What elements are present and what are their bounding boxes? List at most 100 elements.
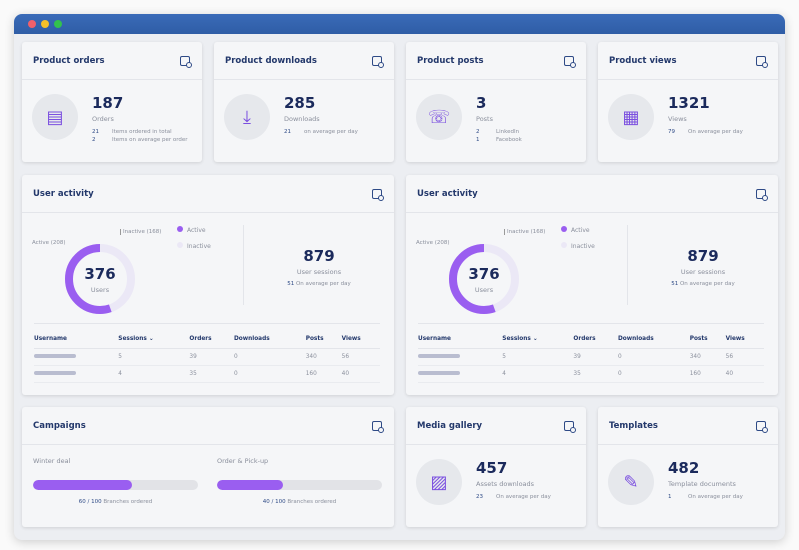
campaign-item: Winter deal 60 / 100 Branches ordered	[33, 457, 198, 505]
calendar-search-icon[interactable]	[372, 188, 384, 201]
card-title: Templates	[609, 420, 658, 431]
table-cell: 0	[617, 365, 690, 383]
detail-text: Items on average per order	[112, 137, 188, 143]
divider	[627, 225, 628, 305]
table-cell: 5	[502, 348, 574, 366]
username-redacted	[34, 353, 76, 358]
column-header[interactable]: Sessions ⌄	[502, 330, 574, 349]
active-arc[interactable]	[449, 244, 519, 314]
column-header[interactable]: Downloads	[233, 330, 306, 349]
sessions-label: User sessions	[296, 268, 342, 276]
legend-active[interactable]: Active	[561, 223, 595, 239]
calendar-search-icon[interactable]	[180, 55, 192, 68]
card-orders: Product orders ▤ 187 Orders 21 Items ordered …	[22, 42, 202, 162]
card-title: Product downloads	[225, 55, 317, 66]
table-cell: 340	[689, 348, 726, 366]
column-header[interactable]: Username	[418, 330, 503, 349]
card-campaigns: Campaigns Winter deal 60 / 100 Branches …	[22, 407, 394, 527]
calendar-search-icon[interactable]	[564, 55, 576, 68]
detail-row: 2 Items on average per order	[92, 136, 188, 144]
download-icon: ⤓	[224, 94, 270, 140]
legend-inactive[interactable]: Inactive	[177, 239, 211, 255]
calendar-search-icon[interactable]	[564, 420, 576, 433]
detail-count: 21	[92, 129, 99, 135]
legend-active[interactable]: Active	[177, 223, 211, 239]
user-activity-table: Username Sessions ⌄ Orders Downloads Posts Vi…	[34, 330, 380, 383]
column-header[interactable]: Orders	[189, 330, 234, 349]
card-header: Templates	[598, 407, 778, 445]
card-header: Product orders	[22, 42, 202, 80]
users-total: 376	[84, 265, 116, 283]
sessions-value: 879	[687, 247, 719, 265]
inactive-callout: Inactive (168)	[120, 229, 161, 235]
table-cell: 39	[573, 348, 618, 366]
card-user-activity-2: User activity 376 Users Active (208) Ina…	[406, 175, 778, 395]
table-cell: 56	[725, 348, 764, 366]
stat-label: Orders	[92, 115, 114, 123]
table-cell: 35	[573, 365, 618, 383]
campaign-suffix: Branches ordered	[287, 499, 337, 505]
column-header[interactable]: Orders	[573, 330, 618, 349]
card-header: User activity	[22, 175, 394, 213]
column-header[interactable]: Views	[725, 330, 764, 349]
legend-inactive[interactable]: Inactive	[561, 239, 595, 255]
detail-text: On average per day	[688, 129, 743, 135]
card-header: Campaigns	[22, 407, 394, 445]
stat-label: Posts	[476, 115, 493, 123]
close-button[interactable]	[28, 20, 36, 28]
card-header: Media gallery	[406, 407, 586, 445]
card-title: User activity	[33, 188, 94, 199]
table-row[interactable]: 4 35 0 160 40	[418, 365, 764, 383]
column-header[interactable]: Sessions ⌄	[118, 330, 190, 349]
credit-card-icon: ▤	[32, 94, 78, 140]
column-header[interactable]: Posts	[305, 330, 342, 349]
stat-value: 1321	[668, 94, 710, 112]
table-row[interactable]: 5 39 0 340 56	[34, 348, 380, 366]
detail-row: 79 On average per day	[668, 128, 743, 136]
table-cell: 40	[341, 365, 380, 383]
calendar-search-icon[interactable]	[756, 188, 768, 201]
detail-count: 1	[476, 137, 480, 143]
table-cell: 4	[502, 365, 574, 383]
detail-row: 2 LinkedIn	[476, 128, 522, 136]
card-user-activity-1: User activity 376 Users Active (208) Ina…	[22, 175, 394, 395]
avg-text: On average per day	[679, 281, 735, 287]
table-cell: 0	[233, 348, 306, 366]
active-arc[interactable]	[65, 244, 135, 314]
detail-count: 2	[476, 129, 480, 135]
table-row[interactable]: 4 35 0 160 40	[34, 365, 380, 383]
table-cell: 340	[305, 348, 342, 366]
table-cell: 35	[189, 365, 234, 383]
card-downloads: Product downloads ⤓ 285 Downloads 21 on avera…	[214, 42, 394, 162]
users-donut-chart	[449, 244, 519, 314]
column-header[interactable]: Posts	[689, 330, 726, 349]
table-cell: 0	[233, 365, 306, 383]
minimize-button[interactable]	[41, 20, 49, 28]
table-cell: 4	[118, 365, 190, 383]
avg-text: On average per day	[295, 281, 351, 287]
table-row[interactable]: 5 39 0 340 56	[418, 348, 764, 366]
column-header[interactable]: Views	[341, 330, 380, 349]
card-title: User activity	[417, 188, 478, 199]
card-posts: Product posts ☏ 3 Posts 2 LinkedIn 1 Facebook	[406, 42, 586, 162]
calendar-search-icon[interactable]	[756, 55, 768, 68]
column-header[interactable]: Username	[34, 330, 119, 349]
chat-like-icon: ☏	[416, 94, 462, 140]
sessions-value: 879	[303, 247, 335, 265]
detail-row: 23 On average per day	[476, 493, 551, 501]
calendar-search-icon[interactable]	[372, 420, 384, 433]
stat-label: Views	[668, 115, 687, 123]
detail-row: 1 Facebook	[476, 136, 522, 144]
campaign-item: Order & Pick-up 40 / 100 Branches ordere…	[217, 457, 382, 505]
detail-count: 2	[92, 137, 96, 143]
table-cell: 5	[118, 348, 190, 366]
column-header[interactable]: Downloads	[617, 330, 690, 349]
detail-text: On average per day	[688, 494, 743, 500]
avg-count: 51	[671, 281, 679, 287]
maximize-button[interactable]	[54, 20, 62, 28]
calendar-search-icon[interactable]	[372, 55, 384, 68]
calendar-search-icon[interactable]	[756, 420, 768, 433]
legend-label: Active	[187, 227, 206, 234]
legend-label: Active	[571, 227, 590, 234]
campaign-name: Order & Pick-up	[217, 457, 269, 465]
